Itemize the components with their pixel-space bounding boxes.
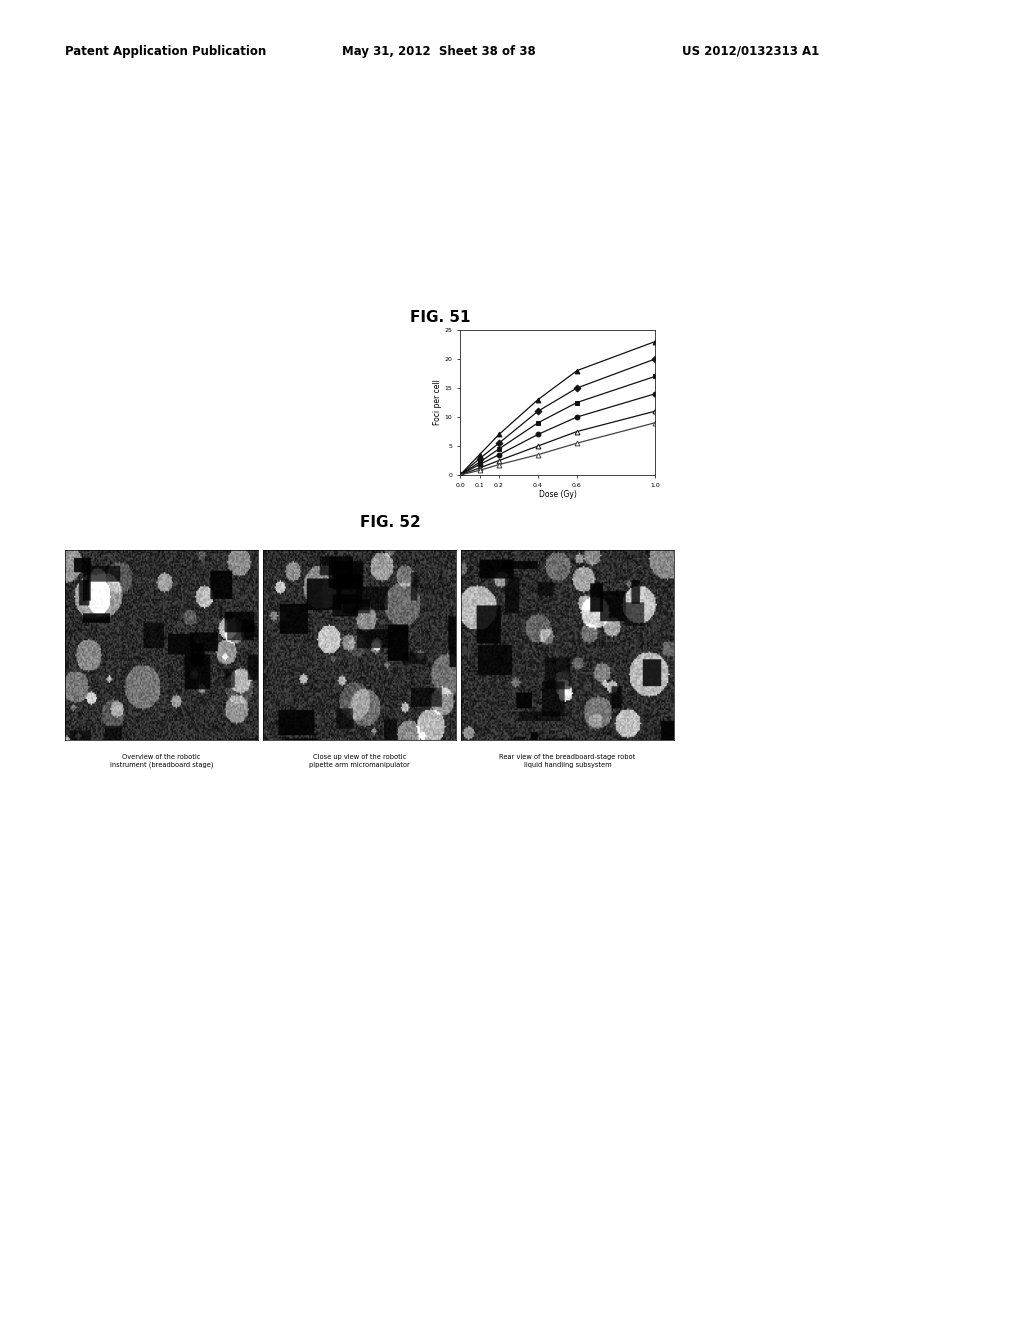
Point	[370, 434, 386, 455]
Point	[371, 379, 387, 400]
Point	[354, 360, 371, 381]
Point	[358, 396, 375, 417]
Text: Patent Application Publication: Patent Application Publication	[65, 45, 266, 58]
Point	[181, 413, 198, 434]
Point	[395, 436, 412, 457]
Text: Overview of the robotic
instrument (breadboard stage): Overview of the robotic instrument (brea…	[110, 754, 213, 768]
Point	[210, 371, 226, 392]
Text: 54 y   .0.4 Gy: 54 y .0.4 Gy	[187, 346, 241, 352]
Point	[191, 434, 208, 455]
Point	[353, 348, 370, 370]
Point	[370, 428, 386, 449]
Point	[265, 355, 282, 376]
Point	[379, 421, 395, 442]
Point	[333, 383, 349, 404]
Point	[308, 424, 325, 445]
Point	[373, 387, 389, 408]
Point	[221, 407, 238, 428]
Point	[401, 379, 418, 400]
Point	[270, 429, 287, 450]
Point	[303, 381, 319, 403]
Point	[316, 347, 333, 368]
Point	[361, 348, 378, 370]
Point	[351, 413, 368, 434]
Text: Rear view of the breadboard-stage robot
liquid handling subsystem: Rear view of the breadboard-stage robot …	[500, 755, 636, 767]
Text: FIG. 51: FIG. 51	[410, 310, 470, 325]
Point	[382, 424, 398, 445]
Point	[273, 367, 290, 388]
Point	[355, 359, 372, 380]
Point	[282, 367, 298, 388]
Point	[206, 355, 222, 376]
Point	[247, 360, 263, 381]
Point	[217, 374, 233, 395]
Point	[349, 403, 366, 424]
Point	[302, 366, 318, 387]
Point	[236, 378, 252, 399]
Point	[399, 376, 416, 397]
Point	[329, 355, 345, 376]
Point	[353, 411, 370, 432]
Point	[230, 400, 247, 421]
Point	[190, 387, 207, 408]
Point	[245, 414, 261, 436]
Point	[308, 372, 325, 393]
Point	[261, 354, 278, 375]
Point	[182, 379, 199, 400]
Point	[351, 380, 368, 401]
Point	[315, 422, 332, 444]
Text: 54 y   0.0 Gy: 54 y 0.0 Gy	[70, 346, 120, 352]
Point	[397, 371, 414, 392]
Point	[386, 429, 402, 450]
Point	[312, 400, 329, 421]
Point	[330, 379, 346, 400]
Text: US 2012/0132313 A1: US 2012/0132313 A1	[682, 45, 819, 58]
Point	[337, 359, 353, 380]
Point	[260, 404, 276, 425]
Text: 54'y   1:0 Gy: 54'y 1:0 Gy	[305, 346, 355, 352]
Point	[376, 404, 392, 425]
Point	[316, 434, 333, 455]
Point	[225, 364, 242, 385]
Point	[232, 354, 249, 375]
Text: Close up view of the robotic
pipette arm micromanipulator: Close up view of the robotic pipette arm…	[309, 755, 410, 767]
Point	[359, 433, 376, 454]
Point	[184, 405, 201, 426]
Point	[336, 430, 352, 451]
Point	[270, 367, 287, 388]
Point	[382, 434, 398, 455]
Point	[369, 399, 385, 420]
Point	[400, 366, 417, 387]
Point	[310, 374, 327, 395]
Point	[323, 429, 339, 450]
Point	[186, 409, 203, 430]
Point	[283, 397, 299, 418]
Point	[300, 375, 316, 396]
Text: FIG. 52: FIG. 52	[359, 515, 421, 531]
Y-axis label: Foci per cell: Foci per cell	[433, 380, 441, 425]
Point	[381, 385, 397, 407]
X-axis label: Dose (Gy): Dose (Gy)	[539, 491, 577, 499]
Point	[264, 381, 281, 403]
Point	[317, 426, 334, 447]
Point	[326, 362, 342, 383]
Text: May 31, 2012  Sheet 38 of 38: May 31, 2012 Sheet 38 of 38	[342, 45, 536, 58]
Point	[379, 347, 395, 368]
